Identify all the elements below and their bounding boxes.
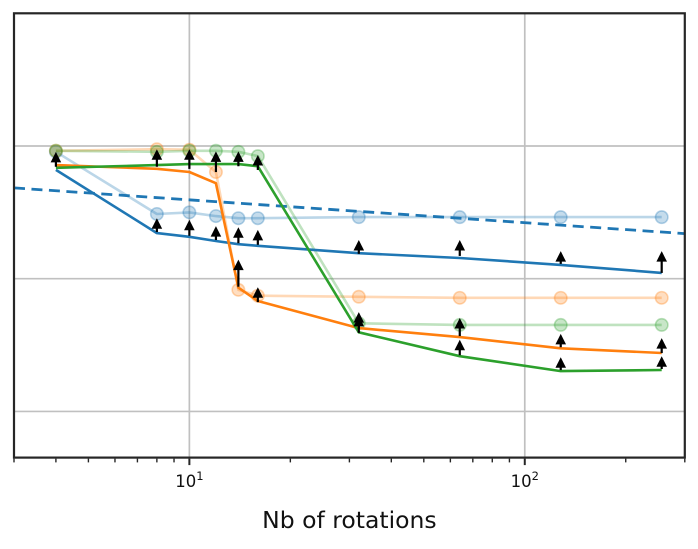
arrow-head xyxy=(252,229,264,241)
plot-border xyxy=(12,12,686,459)
lower-limit-arrows xyxy=(50,149,667,371)
arrow-head xyxy=(454,239,466,251)
arrow-head xyxy=(50,151,62,163)
arrow-head xyxy=(555,251,567,262)
pale-blue-circles-marker xyxy=(553,210,568,225)
pale-blue-circles-marker xyxy=(208,209,223,224)
arrow-head xyxy=(233,227,244,238)
x-axis-label: Nb of rotations xyxy=(262,506,436,534)
gridlines xyxy=(14,13,685,458)
x-tick-label-10-power-1: 101 xyxy=(175,469,203,491)
arrow-head xyxy=(656,338,667,349)
arrow-head xyxy=(151,149,163,160)
arrow-head xyxy=(210,151,222,162)
pale-blue-circles-marker xyxy=(231,211,246,226)
pale-blue-circles xyxy=(55,150,662,220)
arrow-head xyxy=(151,218,163,229)
pale-blue-circles-marker xyxy=(351,210,366,225)
arrow-head xyxy=(184,149,195,160)
arrow-head xyxy=(184,219,195,231)
arrow-head xyxy=(555,357,567,368)
green-solid xyxy=(55,162,662,373)
pale-orange-circles-marker xyxy=(351,289,366,304)
pale-green-circles xyxy=(55,149,662,327)
data-series xyxy=(13,142,685,373)
pale-orange-circles-marker xyxy=(654,290,669,305)
pale-orange-circles-marker xyxy=(553,290,568,305)
arrow-head xyxy=(252,287,264,298)
axis-labels: 101 102 Nb of rotations xyxy=(175,469,539,534)
arrow-head xyxy=(233,151,244,162)
pale-blue-circles-marker xyxy=(452,210,467,225)
arrow-head xyxy=(252,155,264,166)
blue-solid xyxy=(55,168,662,275)
arrow-head xyxy=(233,259,244,271)
arrow-head xyxy=(656,356,667,367)
axes-spines-ticks xyxy=(12,12,686,466)
arrow-head xyxy=(555,333,567,345)
blue-dashed-baseline xyxy=(13,186,685,235)
pale-blue-circles-marker xyxy=(182,205,197,220)
x-tick-label-10-power-2: 102 xyxy=(511,469,539,491)
pale-blue-circles-marker xyxy=(250,211,265,226)
arrow-head xyxy=(210,226,222,237)
arrow-head xyxy=(454,339,466,351)
arrow-head xyxy=(353,239,365,251)
pale-green-circles-marker xyxy=(553,317,568,332)
pale-orange-circles-marker xyxy=(452,290,467,305)
pale-blue-circles-marker xyxy=(654,210,669,225)
orange-solid xyxy=(55,163,662,355)
arrow-head xyxy=(454,317,466,329)
arrow-head xyxy=(353,315,365,327)
pale-green-circles-marker xyxy=(654,317,669,332)
arrow-head xyxy=(656,251,667,262)
